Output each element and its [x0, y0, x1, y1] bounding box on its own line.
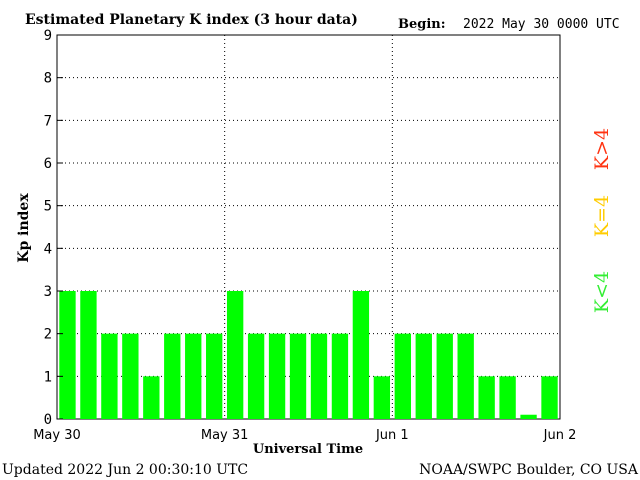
legend-low: K<4 [591, 271, 613, 313]
kp-bar [520, 414, 537, 419]
begin-value: 2022 May 30 0000 UTC [463, 17, 620, 32]
kp-bar [247, 333, 265, 419]
x-tick-label: May 31 [201, 428, 249, 443]
kp-bar [164, 333, 181, 419]
kp-bar [499, 376, 516, 419]
legend-high: K>4 [591, 128, 613, 170]
kp-bar [59, 291, 76, 419]
y-tick-label: 8 [44, 71, 52, 87]
source-credit: NOAA/SWPC Boulder, CO USA [419, 462, 639, 478]
y-tick-label: 3 [44, 284, 52, 300]
kp-bar [101, 333, 118, 419]
kp-bar [457, 333, 474, 419]
kp-bar [226, 291, 244, 419]
kp-bar [415, 333, 432, 419]
y-ticks: 0 1 2 3 4 5 6 7 8 9 [44, 28, 63, 428]
x-tick-label: Jun 2 [543, 428, 577, 443]
kp-bar [352, 291, 370, 419]
x-ticks: May 30 May 31 Jun 1 Jun 2 [33, 428, 576, 443]
kp-bar [478, 376, 495, 419]
kp-bar [373, 376, 391, 419]
y-tick-label: 5 [44, 199, 52, 215]
x-tick-label: Jun 1 [375, 428, 409, 443]
kp-bar [541, 376, 558, 419]
kp-bar [289, 333, 307, 419]
kp-bar [310, 333, 328, 419]
x-axis-label: Universal Time [253, 442, 363, 457]
legend-mid: K=4 [591, 195, 613, 237]
y-tick-label: 6 [44, 156, 52, 172]
kp-bar [331, 333, 349, 419]
kp-bar [268, 333, 286, 419]
x-tick-label: May 30 [33, 428, 81, 443]
updated-timestamp: Updated 2022 Jun 2 00:30:10 UTC [2, 462, 248, 478]
kp-bar [143, 376, 160, 419]
kp-bar [394, 333, 411, 419]
y-axis-label: Kp index [16, 193, 32, 263]
y-tick-label: 1 [44, 369, 52, 385]
y-tick-label: 7 [44, 113, 52, 129]
begin-label: Begin: [398, 17, 446, 32]
y-tick-label: 2 [44, 327, 52, 343]
y-tick-label: 9 [44, 28, 52, 44]
y-tick-label: 0 [44, 412, 52, 428]
kp-bar [80, 291, 97, 419]
plot-area [56, 34, 561, 420]
bars-layer [59, 291, 558, 419]
y-tick-label: 4 [44, 241, 52, 257]
grid-layer [57, 35, 560, 419]
kp-bar [185, 333, 202, 419]
chart-title: Estimated Planetary K index (3 hour data… [25, 12, 358, 28]
kp-bar [206, 333, 223, 419]
kp-bar [122, 333, 139, 419]
kp-bar [436, 333, 453, 419]
